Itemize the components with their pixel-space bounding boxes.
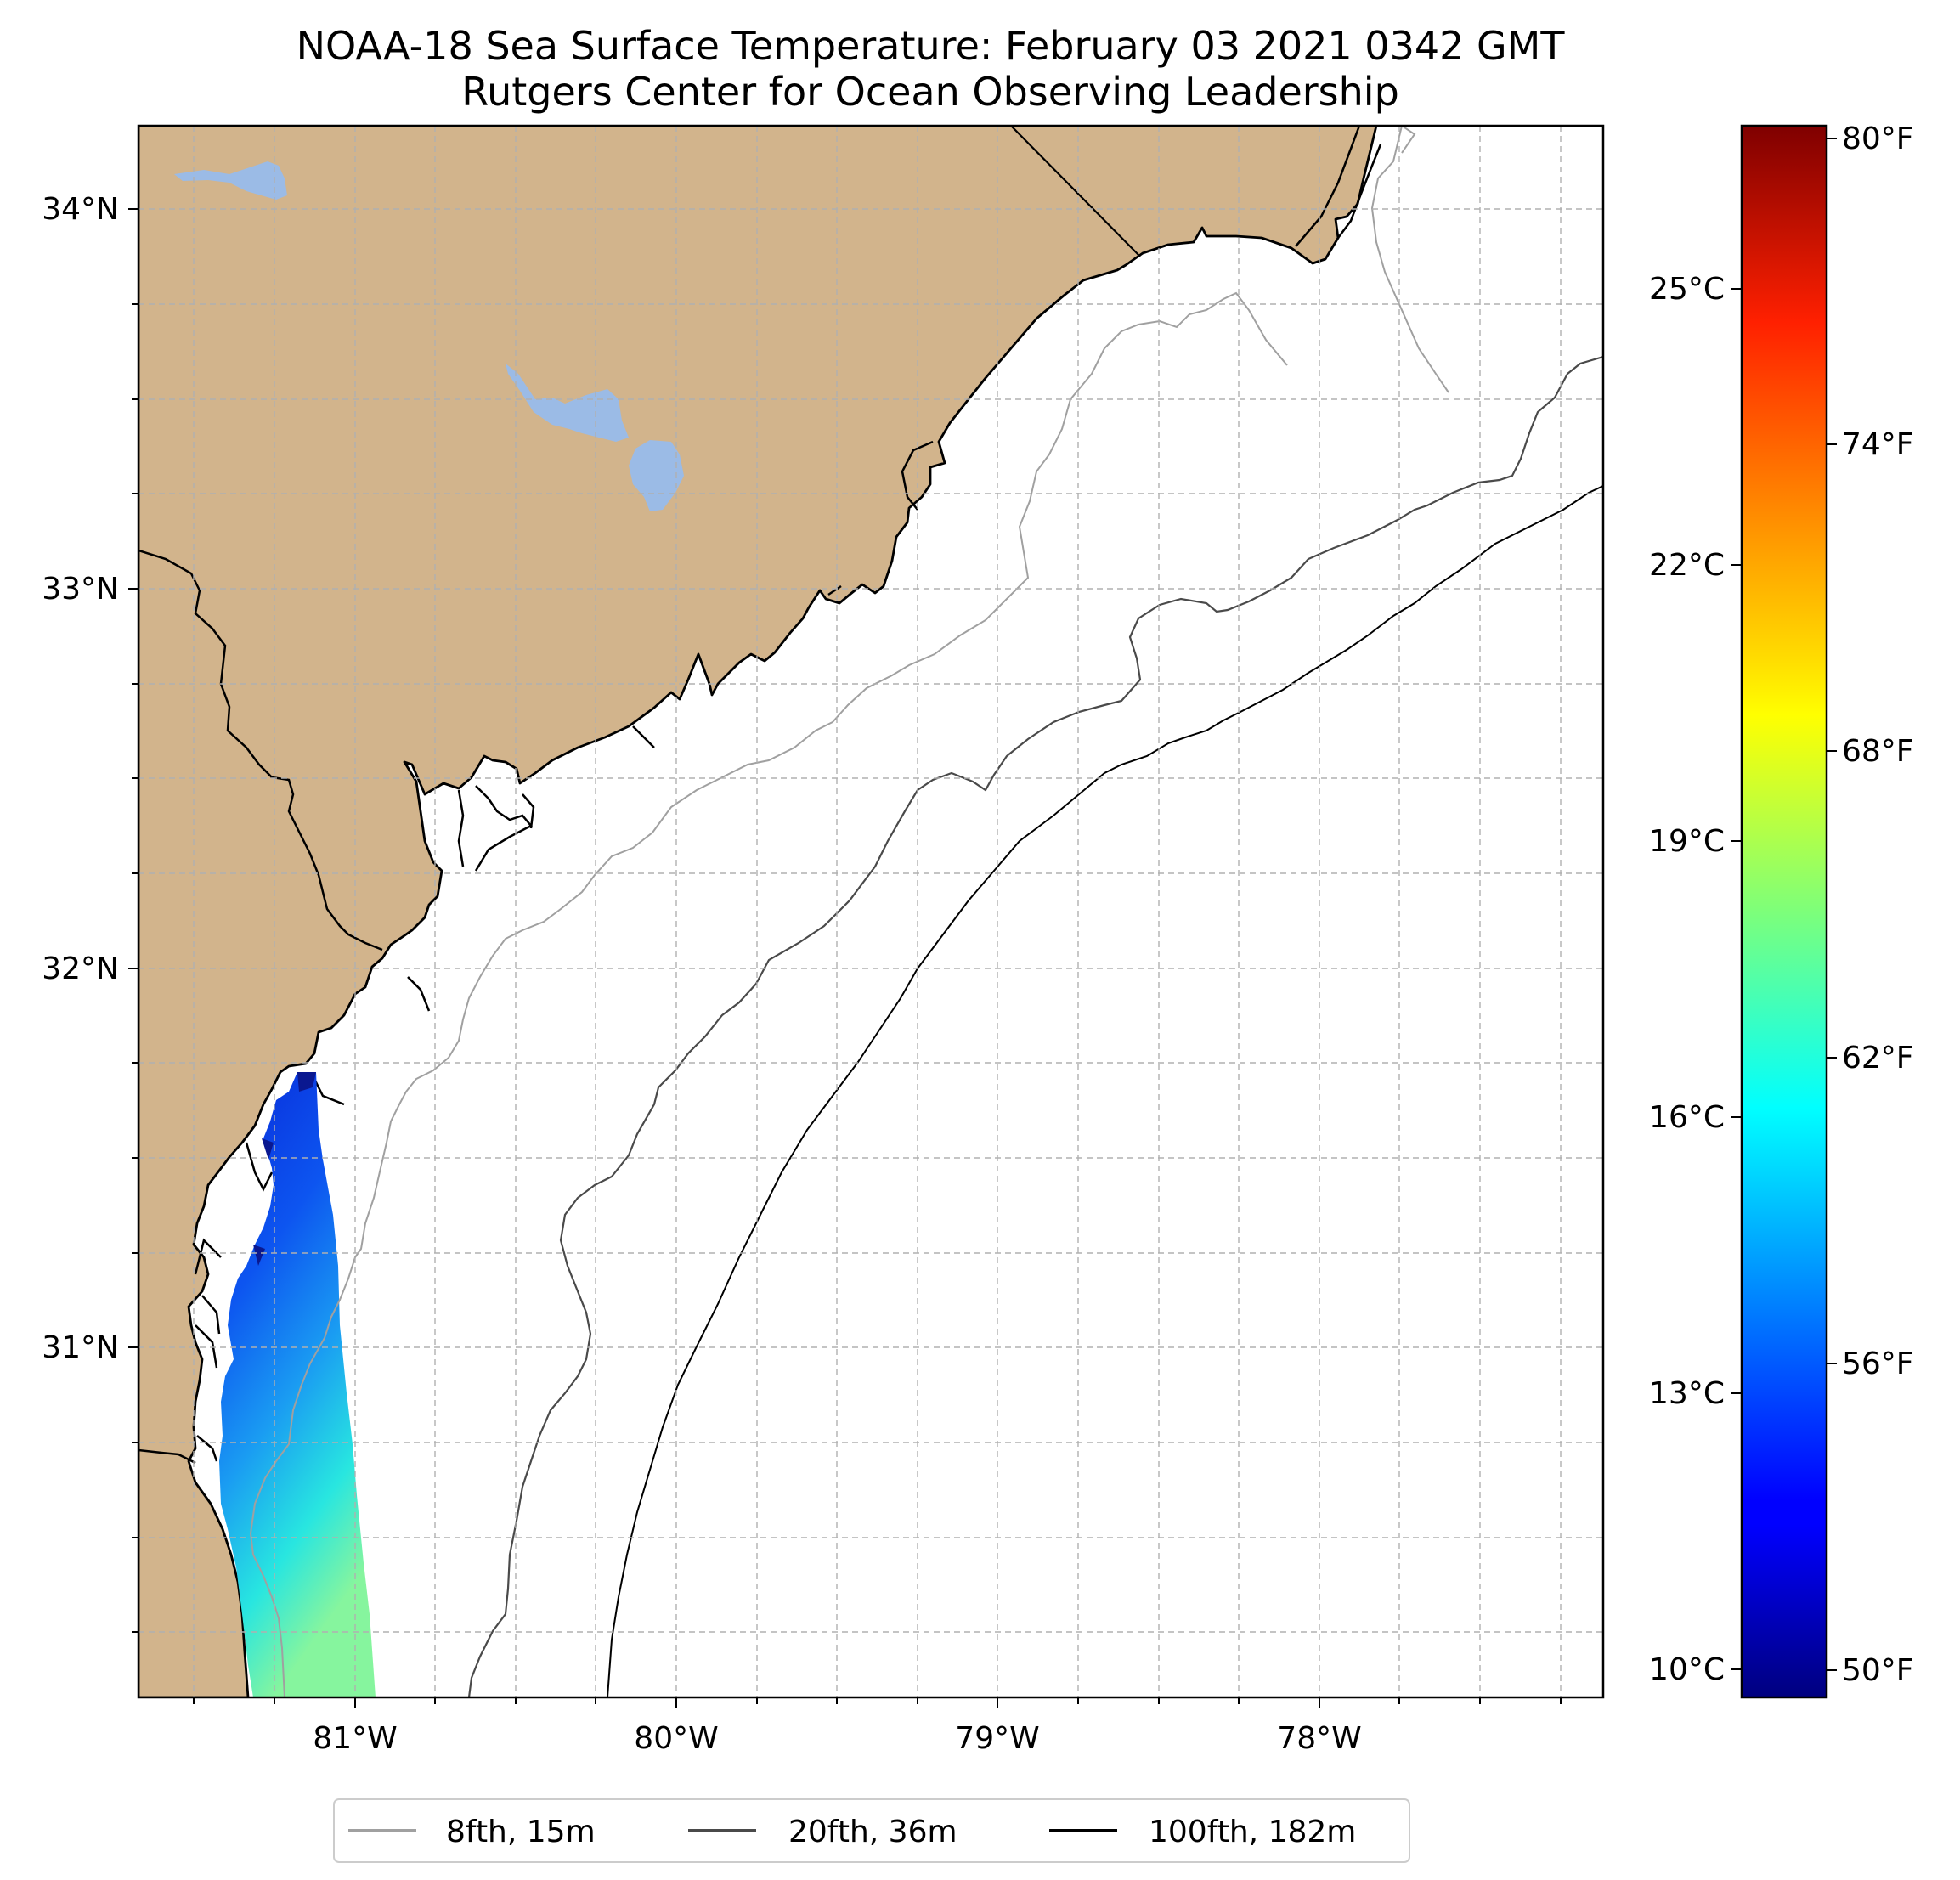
- chart-title: NOAA-18 Sea Surface Temperature: Februar…: [296, 23, 1565, 69]
- isobath-100fth: [607, 485, 1603, 1697]
- sst-swath: [219, 1072, 376, 1697]
- colorbar-f-label: 62°F: [1842, 1041, 1914, 1075]
- axis-ticks: [128, 208, 1562, 1708]
- legend-label-8fth: 8fth, 15m: [446, 1815, 596, 1849]
- map-frame: [137, 124, 1605, 1699]
- isobath-8fth: [249, 126, 1449, 1697]
- colorbar-f-label: 74°F: [1842, 427, 1914, 462]
- colorbar: 25°C 22°C 19°C 16°C 13°C 10°C 80°F 74°F …: [1649, 121, 1914, 1699]
- gridlines: [138, 126, 1603, 1697]
- legend-label-100fth: 100fth, 182m: [1149, 1815, 1356, 1849]
- coastal-inlets: [138, 126, 1382, 1547]
- legend: 8fth, 15m 20fth, 36m 100fth, 182m: [333, 1798, 1410, 1863]
- colorbar-f-label: 80°F: [1842, 121, 1914, 156]
- colorbar-c-label: 25°C: [1649, 272, 1725, 307]
- chart-subtitle: Rutgers Center for Ocean Observing Leade…: [461, 69, 1399, 115]
- colorbar-c-label: 16°C: [1649, 1100, 1725, 1135]
- colorbar-gradient: [1740, 124, 1828, 1699]
- map-area: [137, 124, 1605, 1699]
- colorbar-f-label: 68°F: [1842, 734, 1914, 769]
- lon-label-80: 80°W: [634, 1721, 718, 1756]
- legend-label-20fth: 20fth, 36m: [788, 1815, 957, 1849]
- lat-label-32: 32°N: [42, 951, 119, 986]
- lat-label-34: 34°N: [42, 192, 119, 227]
- lon-label-78: 78°W: [1277, 1721, 1361, 1756]
- colorbar-f-label: 50°F: [1842, 1653, 1914, 1688]
- colorbar-c-label: 19°C: [1649, 824, 1725, 859]
- colorbar-f-label: 56°F: [1842, 1346, 1914, 1381]
- colorbar-c-label: 10°C: [1649, 1652, 1725, 1687]
- isobath-20fth: [467, 355, 1603, 1697]
- legend-box: [333, 1798, 1410, 1863]
- colorbar-c-label: 22°C: [1649, 548, 1725, 583]
- lon-label-81: 81°W: [313, 1721, 397, 1756]
- lat-label-33: 33°N: [42, 572, 119, 607]
- colorbar-c-label: 13°C: [1649, 1376, 1725, 1411]
- state-border: [1010, 126, 1141, 257]
- lat-label-31: 31°N: [42, 1330, 119, 1365]
- lon-label-79: 79°W: [955, 1721, 1039, 1756]
